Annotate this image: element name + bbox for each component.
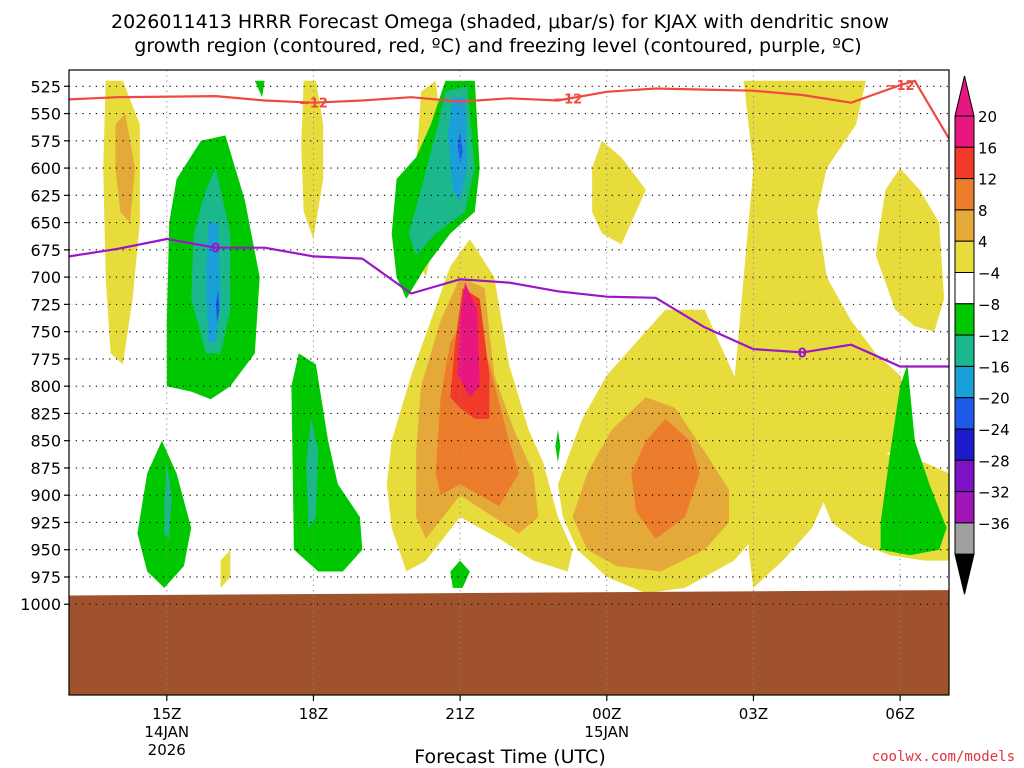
y-tick-label-950: 950 bbox=[30, 541, 61, 560]
colorbar-label-4: 4 bbox=[978, 233, 988, 251]
colorbar: 20 16 12 8 4 −4 −8 −12 −16 −20 −24 −28 −32 −36 bbox=[954, 75, 1010, 595]
omega-region-cyan-2 bbox=[447, 97, 468, 201]
dgz-isotherm-label-0: −12 bbox=[299, 97, 328, 112]
omega-region-orange-mid-2 bbox=[631, 418, 700, 539]
y-tick-label-875: 875 bbox=[30, 459, 61, 478]
colorbar-label-13: −36 bbox=[978, 515, 1010, 533]
colorbar-segment-4 bbox=[954, 240, 975, 273]
y-tick-label-775: 775 bbox=[30, 350, 61, 369]
colorbar-segment-1 bbox=[954, 146, 975, 180]
y-tick-label-525: 525 bbox=[30, 77, 61, 96]
y-tick-label-675: 675 bbox=[30, 241, 61, 260]
y-tick-label-700: 700 bbox=[30, 268, 61, 287]
omega-shading bbox=[69, 80, 949, 695]
freezing-level-line bbox=[69, 237, 949, 368]
colorbar-label-10: −24 bbox=[978, 421, 1010, 439]
grid-lines bbox=[69, 70, 949, 695]
omega-region-blue-2 bbox=[457, 129, 463, 163]
x-tick-year-15Z: 2026 bbox=[148, 741, 186, 759]
colorbar-label-5: −4 bbox=[978, 265, 1000, 283]
y-tick-label-925: 925 bbox=[30, 513, 61, 532]
y-tick-label-575: 575 bbox=[30, 132, 61, 151]
omega-region-yellow-6 bbox=[592, 140, 646, 245]
dgz-isotherm-label-2: −12 bbox=[886, 79, 915, 94]
omega-region-blue-1 bbox=[215, 290, 220, 323]
y-tick-label-725: 725 bbox=[30, 295, 61, 314]
colorbar-label-3: 8 bbox=[978, 202, 988, 220]
colorbar-segment-13 bbox=[954, 522, 975, 555]
colorbar-segment-8 bbox=[954, 365, 975, 399]
omega-region-green-6 bbox=[450, 560, 470, 588]
colorbar-segment-5 bbox=[954, 272, 975, 305]
y-tick-label-750: 750 bbox=[30, 323, 61, 342]
x-tick-label-06Z: 06Z bbox=[885, 705, 914, 723]
omega-region-yellow-5 bbox=[220, 549, 231, 588]
terrain-strip bbox=[69, 590, 949, 695]
colorbar-label-0: 20 bbox=[978, 108, 997, 126]
x-tick-label-15Z: 15Z bbox=[152, 705, 181, 723]
y-axis: 525 550 575 600 625 650 675 700 725 750 775 800 825 8… bbox=[20, 77, 69, 614]
colorbar-label-2: 12 bbox=[978, 171, 997, 189]
omega-region-magenta-1 bbox=[457, 282, 480, 398]
omega-region-yellow-2 bbox=[301, 80, 324, 239]
contour-lines bbox=[69, 79, 949, 368]
omega-region-yellow-9 bbox=[875, 168, 945, 332]
omega-region-green-4 bbox=[137, 440, 192, 588]
colorbar-label-6: −8 bbox=[978, 296, 1000, 314]
colorbar-label-7: −12 bbox=[978, 327, 1010, 345]
colorbar-under-triangle bbox=[954, 553, 975, 595]
colorbar-label-12: −32 bbox=[978, 484, 1010, 502]
y-tick-label-625: 625 bbox=[30, 186, 61, 205]
y-tick-label-825: 825 bbox=[30, 404, 61, 423]
colorbar-segment-3 bbox=[954, 209, 975, 242]
plot-frame bbox=[68, 69, 950, 696]
y-tick-label-650: 650 bbox=[30, 214, 61, 233]
x-tick-label-00Z: 00Z bbox=[592, 705, 621, 723]
colorbar-label-11: −28 bbox=[978, 452, 1010, 470]
colorbar-segment-11 bbox=[954, 459, 975, 493]
freezing-level-label-1: 0 bbox=[798, 346, 807, 361]
x-tick-label-21Z: 21Z bbox=[445, 705, 474, 723]
colorbar-label-8: −16 bbox=[978, 358, 1010, 376]
omega-region-teal-4 bbox=[164, 462, 172, 539]
dgz-isotherm-line bbox=[69, 79, 949, 140]
colorbar-segment-0 bbox=[954, 115, 975, 148]
colorbar-segment-9 bbox=[954, 397, 975, 430]
y-tick-label-800: 800 bbox=[30, 377, 61, 396]
omega-region-green-7 bbox=[555, 429, 561, 463]
colorbar-segment-2 bbox=[954, 178, 975, 211]
colorbar-label-1: 16 bbox=[978, 139, 997, 157]
colorbar-segment-10 bbox=[954, 428, 975, 461]
y-tick-label-600: 600 bbox=[30, 159, 61, 178]
y-tick-label-1000: 1000 bbox=[20, 595, 61, 614]
contour-labels: −12 −12 −12 0 0 bbox=[211, 79, 915, 361]
y-tick-label-550: 550 bbox=[30, 105, 61, 124]
freezing-level-label-0: 0 bbox=[211, 242, 220, 257]
y-tick-label-900: 900 bbox=[30, 486, 61, 505]
y-tick-label-850: 850 bbox=[30, 432, 61, 451]
omega-region-teal-3 bbox=[306, 418, 319, 528]
chart-title-line-2: growth region (contoured, red, ºC) and f… bbox=[134, 35, 861, 57]
omega-region-green-3 bbox=[291, 353, 363, 572]
x-tick-label-18Z: 18Z bbox=[299, 705, 328, 723]
omega-region-green-5 bbox=[880, 364, 947, 556]
y-tick-label-975: 975 bbox=[30, 568, 61, 587]
x-tick-date-00Z: 15JAN bbox=[584, 723, 629, 741]
x-tick-label-03Z: 03Z bbox=[739, 705, 768, 723]
credit-text: coolwx.com/models bbox=[872, 749, 1015, 765]
omega-region-green-8 bbox=[254, 80, 265, 98]
colorbar-label-9: −20 bbox=[978, 390, 1010, 408]
colorbar-segment-7 bbox=[954, 334, 975, 367]
x-axis-title: Forecast Time (UTC) bbox=[414, 746, 605, 768]
colorbar-over-triangle bbox=[954, 75, 975, 117]
colorbar-segment-6 bbox=[954, 303, 975, 336]
colorbar-segment-12 bbox=[954, 491, 975, 524]
chart-title-line-1: 2026011413 HRRR Forecast Omega (shaded, … bbox=[111, 11, 889, 33]
dgz-isotherm-label-1: −12 bbox=[553, 93, 582, 108]
x-tick-date-15Z: 14JAN bbox=[144, 723, 189, 741]
